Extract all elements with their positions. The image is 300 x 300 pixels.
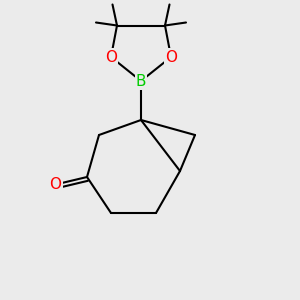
Text: B: B (136, 74, 146, 88)
Text: O: O (165, 50, 177, 64)
Text: O: O (105, 50, 117, 64)
Text: O: O (50, 177, 61, 192)
